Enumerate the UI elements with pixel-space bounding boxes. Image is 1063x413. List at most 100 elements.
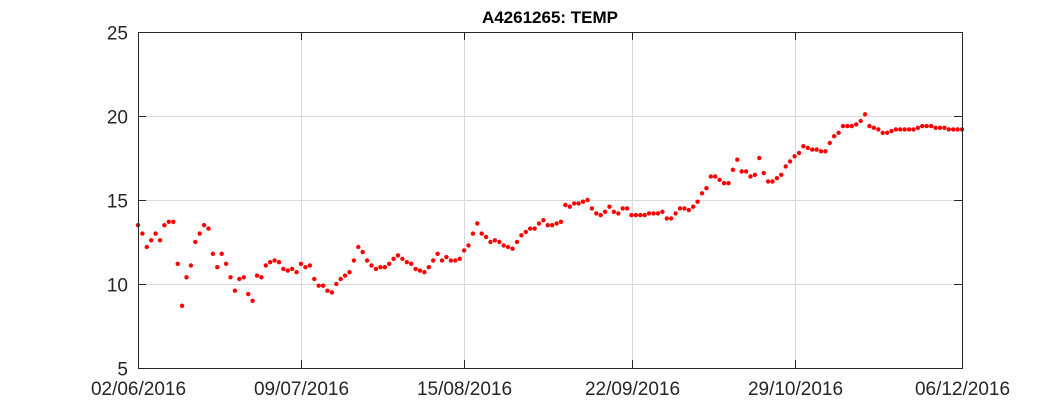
data-point <box>955 127 960 132</box>
data-point <box>660 209 665 214</box>
data-point <box>902 127 907 132</box>
data-point <box>730 167 736 172</box>
data-point <box>162 223 167 228</box>
data-point <box>184 275 189 280</box>
data-point <box>691 204 696 209</box>
data-point <box>924 123 929 129</box>
data-point <box>470 231 476 236</box>
data-point <box>488 239 493 245</box>
data-point <box>241 275 246 280</box>
data-point <box>646 211 652 216</box>
data-point <box>867 123 872 129</box>
data-point <box>206 226 211 231</box>
data-point <box>832 134 837 139</box>
data-point <box>664 216 669 221</box>
data-point <box>942 125 947 130</box>
data-point <box>624 206 630 211</box>
data-point <box>739 169 744 174</box>
data-point <box>757 155 762 161</box>
data-point <box>179 303 185 308</box>
data-point <box>259 275 264 280</box>
data-point <box>889 128 894 134</box>
data-point <box>638 212 643 218</box>
data-point <box>589 206 595 211</box>
data-point <box>920 123 925 129</box>
data-point <box>505 244 511 250</box>
data-point <box>554 221 559 226</box>
data-point <box>585 197 590 203</box>
data-point <box>642 212 647 218</box>
data-point <box>501 243 506 248</box>
data-point <box>567 204 572 209</box>
data-point <box>669 216 674 221</box>
data-point <box>347 270 352 275</box>
x-tick-label: 02/06/2016 <box>91 379 186 400</box>
data-point <box>629 212 634 218</box>
data-point <box>748 174 753 179</box>
data-point <box>594 211 599 216</box>
data-point <box>144 244 149 250</box>
data-point <box>431 258 436 263</box>
data-point <box>858 118 863 124</box>
data-point <box>607 204 612 209</box>
data-point <box>796 150 802 156</box>
data-point <box>933 125 938 130</box>
data-point <box>479 231 484 236</box>
data-point <box>298 261 304 266</box>
data-point <box>620 206 625 211</box>
data-point <box>849 123 854 129</box>
data-point <box>677 206 683 211</box>
data-point <box>823 149 828 154</box>
data-point <box>246 291 251 297</box>
data-point <box>946 127 951 132</box>
data-point <box>783 164 788 169</box>
y-tick-label: 10 <box>107 276 128 297</box>
data-point <box>713 174 718 179</box>
data-point <box>682 206 687 211</box>
data-point <box>810 147 815 152</box>
data-point <box>774 176 780 181</box>
data-point <box>281 266 286 272</box>
data-point <box>580 199 586 204</box>
data-point <box>307 263 313 268</box>
data-point <box>862 112 868 117</box>
data-point <box>232 288 238 293</box>
data-point <box>215 265 220 270</box>
data-points <box>135 112 965 308</box>
data-point <box>845 123 850 129</box>
data-point <box>787 159 793 164</box>
data-point <box>651 211 656 216</box>
data-point <box>444 254 449 260</box>
data-point <box>721 181 727 186</box>
data-point <box>395 253 401 258</box>
data-point <box>673 211 678 216</box>
data-point <box>779 172 784 177</box>
data-point <box>404 260 409 265</box>
data-point <box>197 231 202 236</box>
data-point <box>329 290 335 295</box>
data-point <box>312 276 317 282</box>
data-point <box>545 223 550 228</box>
y-tick-label: 25 <box>107 24 128 45</box>
data-point <box>633 212 639 218</box>
data-point <box>792 154 797 159</box>
data-point <box>369 263 374 268</box>
data-point <box>805 145 810 151</box>
axis-ticks <box>138 32 963 369</box>
data-point <box>228 275 233 280</box>
data-point <box>237 276 242 282</box>
data-point <box>303 265 308 270</box>
data-point <box>929 123 934 129</box>
data-point <box>765 179 771 184</box>
data-point <box>378 265 383 270</box>
data-point <box>536 221 542 226</box>
data-point <box>140 231 145 236</box>
data-point <box>880 130 885 135</box>
data-point <box>528 226 533 231</box>
data-point <box>157 238 163 243</box>
data-point <box>704 186 709 191</box>
data-point <box>272 258 277 263</box>
data-point <box>611 209 617 214</box>
data-point <box>413 266 418 272</box>
